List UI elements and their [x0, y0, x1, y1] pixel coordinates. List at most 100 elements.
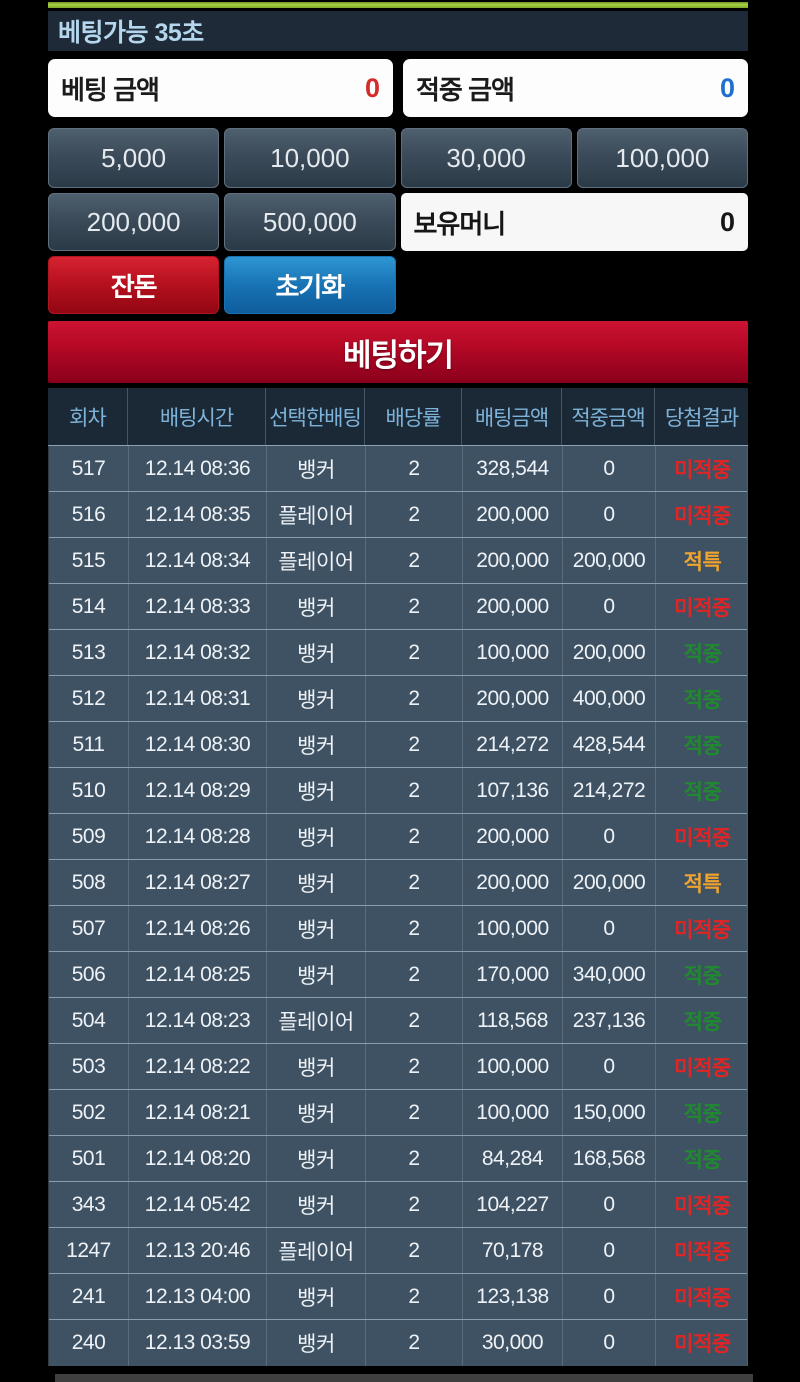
round-cell: 507 — [49, 906, 129, 951]
table-row: 241 12.13 04:00 뱅커 2 123,138 0 미적중 — [49, 1274, 747, 1320]
bet-cell: 200,000 — [463, 676, 563, 721]
table-row: 514 12.14 08:33 뱅커 2 200,000 0 미적중 — [49, 584, 747, 630]
chip-200000-button[interactable]: 200,000 — [48, 193, 220, 251]
table-row: 517 12.14 08:36 뱅커 2 328,544 0 미적중 — [49, 446, 747, 492]
odds-cell: 2 — [366, 1136, 463, 1181]
win-cell: 200,000 — [563, 860, 656, 905]
result-cell: 적중 — [683, 688, 722, 712]
time-cell: 12.14 08:27 — [129, 860, 267, 905]
pick-cell: 뱅커 — [267, 446, 366, 491]
place-bet-button[interactable]: 베팅하기 — [48, 321, 748, 383]
change-button[interactable]: 잔돈 — [48, 256, 220, 314]
time-cell: 12.14 08:20 — [129, 1136, 267, 1181]
table-row: 510 12.14 08:29 뱅커 2 107,136 214,272 적중 — [49, 768, 747, 814]
bet-cell: 118,568 — [463, 998, 563, 1043]
pick-cell: 뱅커 — [267, 584, 366, 629]
time-cell: 12.14 08:31 — [129, 676, 267, 721]
chip-30000-button[interactable]: 30,000 — [400, 128, 572, 188]
result-cell: 적중 — [683, 1010, 722, 1034]
bet-cell: 200,000 — [463, 538, 563, 583]
table-row: 501 12.14 08:20 뱅커 2 84,284 168,568 적중 — [49, 1136, 747, 1182]
bet-cell: 200,000 — [463, 814, 563, 859]
bet-history-table: 회차 배팅시간 선택한배팅 배당률 배팅금액 적중금액 당첨결과 517 12.14 08:3… — [48, 388, 748, 1366]
result-cell: 적중 — [683, 1148, 722, 1172]
time-cell: 12.14 08:21 — [129, 1090, 267, 1135]
wallet-label: 보유머니 — [413, 208, 507, 239]
time-cell: 12.14 08:26 — [129, 906, 267, 951]
table-row: 506 12.14 08:25 뱅커 2 170,000 340,000 적중 — [49, 952, 747, 998]
odds-header: 배당률 — [365, 388, 462, 445]
chip-5000-button[interactable]: 5,000 — [48, 128, 220, 188]
odds-cell: 2 — [366, 814, 463, 859]
win-cell: 0 — [563, 1274, 656, 1319]
time-cell: 12.14 05:42 — [129, 1182, 267, 1227]
table-row: 503 12.14 08:22 뱅커 2 100,000 0 미적중 — [49, 1044, 747, 1090]
odds-cell: 2 — [366, 1182, 463, 1227]
table-body: 517 12.14 08:36 뱅커 2 328,544 0 미적중 516 12.14 08:… — [48, 446, 748, 1366]
odds-cell: 2 — [366, 1228, 463, 1273]
bet-cell: 30,000 — [463, 1320, 563, 1366]
round-cell: 241 — [49, 1274, 129, 1319]
table-row: 1247 12.13 20:46 플레이어 2 70,178 0 미적중 — [49, 1228, 747, 1274]
win-cell: 214,272 — [563, 768, 656, 813]
win-cell: 150,000 — [563, 1090, 656, 1135]
pick-cell: 뱅커 — [267, 1320, 366, 1366]
pick-cell: 뱅커 — [267, 722, 366, 767]
pick-cell: 뱅커 — [267, 1090, 366, 1135]
result-cell: 미적중 — [674, 596, 731, 620]
odds-cell: 2 — [366, 538, 463, 583]
bet-cell: 200,000 — [463, 584, 563, 629]
chip-500000-button[interactable]: 500,000 — [224, 193, 396, 251]
odds-cell: 2 — [366, 446, 463, 491]
win-cell: 0 — [563, 1320, 656, 1366]
amount-inputs-row: 베팅 금액 0 적중 금액 0 — [48, 59, 748, 117]
odds-cell: 2 — [366, 1044, 463, 1089]
result-cell: 미적중 — [674, 1194, 731, 1218]
time-cell: 12.14 08:32 — [129, 630, 267, 675]
time-cell: 12.14 08:23 — [129, 998, 267, 1043]
reset-button[interactable]: 초기화 — [224, 256, 396, 314]
result-cell: 미적중 — [674, 1286, 731, 1310]
time-cell: 12.13 20:46 — [129, 1228, 267, 1273]
chip-10000-button[interactable]: 10,000 — [224, 128, 396, 188]
result-cell: 미적중 — [674, 1240, 731, 1264]
bet-amount-input[interactable]: 베팅 금액 0 — [48, 59, 393, 117]
round-cell: 503 — [49, 1044, 129, 1089]
bet-cell: 104,227 — [463, 1182, 563, 1227]
round-cell: 508 — [49, 860, 129, 905]
hit-amount-label: 적중 금액 — [416, 74, 515, 105]
odds-cell: 2 — [366, 768, 463, 813]
result-cell: 미적중 — [674, 1333, 731, 1356]
hit-amount-value: 0 — [719, 72, 735, 103]
odds-cell: 2 — [366, 676, 463, 721]
pick-cell: 뱅커 — [267, 860, 366, 905]
result-cell: 적중 — [683, 734, 722, 758]
bet-cell: 100,000 — [463, 1044, 563, 1089]
result-cell: 미적중 — [674, 1056, 731, 1080]
round-cell: 517 — [49, 446, 129, 491]
hit-amount-input[interactable]: 적중 금액 0 — [403, 59, 748, 117]
timer-progress-strip — [48, 2, 748, 8]
chip-row-1: 5,000 10,000 30,000 100,000 — [48, 128, 748, 188]
round-cell: 343 — [49, 1182, 129, 1227]
time-cell: 12.14 08:30 — [129, 722, 267, 767]
table-row: 502 12.14 08:21 뱅커 2 100,000 150,000 적중 — [49, 1090, 747, 1136]
bet-cell: 328,544 — [463, 446, 563, 491]
win-cell: 0 — [563, 1182, 656, 1227]
pick-cell: 뱅커 — [267, 906, 366, 951]
round-cell: 513 — [49, 630, 129, 675]
chip-100000-button[interactable]: 100,000 — [576, 128, 748, 188]
win-cell: 0 — [563, 1228, 656, 1273]
pick-cell: 뱅커 — [267, 1182, 366, 1227]
bottom-scrollbar — [55, 1374, 753, 1382]
win-cell: 200,000 — [563, 630, 656, 675]
time-cell: 12.14 08:28 — [129, 814, 267, 859]
pick-cell: 뱅커 — [267, 676, 366, 721]
win-cell: 200,000 — [563, 538, 656, 583]
win-cell: 0 — [563, 814, 656, 859]
round-cell: 514 — [49, 584, 129, 629]
pick-cell: 뱅커 — [267, 1044, 366, 1089]
odds-cell: 2 — [366, 1320, 463, 1366]
round-cell: 504 — [49, 998, 129, 1043]
result-cell: 적중 — [683, 642, 722, 666]
